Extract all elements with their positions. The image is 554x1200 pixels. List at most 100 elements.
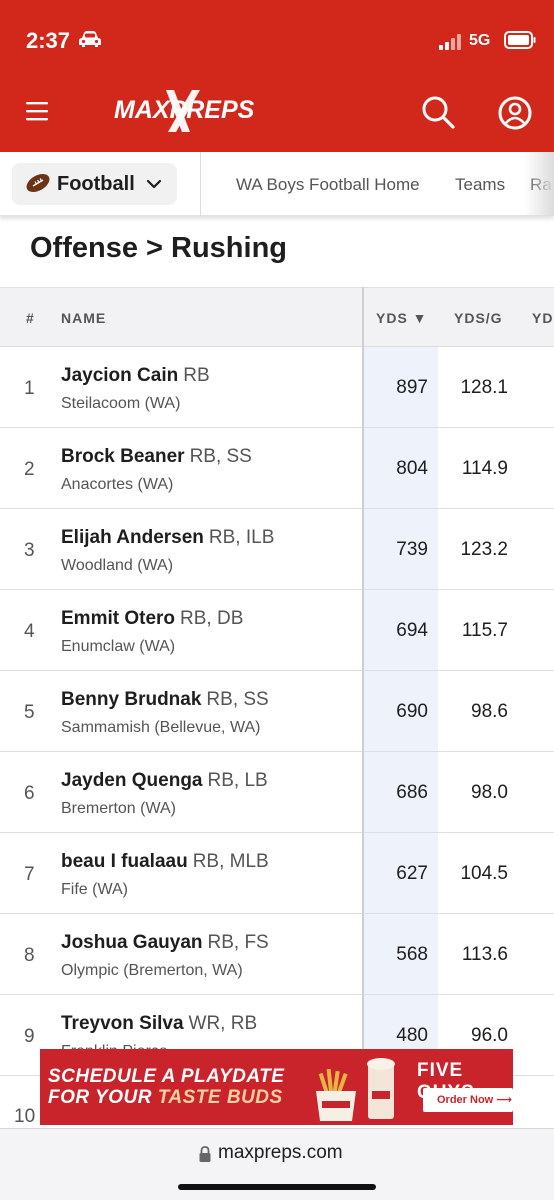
- sorted-column-highlight: [362, 347, 438, 1107]
- ad-order-button[interactable]: Order Now ⟶: [423, 1088, 513, 1112]
- yds-value: 690: [396, 701, 428, 722]
- battery-icon: [504, 31, 536, 49]
- nav-link-teams[interactable]: Teams: [455, 175, 506, 194]
- nav-scroll-fade: [524, 152, 554, 216]
- football-icon: [26, 173, 50, 193]
- school-name[interactable]: Olympic (Bremerton, WA): [61, 962, 243, 979]
- yds-value: 897: [396, 377, 428, 398]
- network-label: 5G: [469, 32, 491, 49]
- yds-value: 686: [396, 782, 428, 803]
- player-name[interactable]: Joshua Gauyan RB, FS: [61, 932, 269, 954]
- car-icon: [79, 31, 101, 47]
- player-name[interactable]: Brock Beaner RB, SS: [61, 446, 252, 468]
- school-name[interactable]: Fife (WA): [61, 881, 128, 898]
- rank-value: 9: [24, 1026, 35, 1047]
- status-time: 2:37: [26, 28, 71, 53]
- player-name[interactable]: beau I fualaau RB, MLB: [61, 851, 269, 873]
- col-yds-extra[interactable]: YD: [532, 310, 554, 326]
- rank-value: 1: [24, 378, 35, 399]
- school-name[interactable]: Enumclaw (WA): [61, 638, 176, 655]
- school-name[interactable]: Woodland (WA): [61, 557, 174, 574]
- table-row[interactable]: 8 Joshua Gauyan RB, FS Olympic (Bremerton, …: [0, 914, 554, 995]
- maxpreps-logo[interactable]: MAXPREPS: [114, 88, 259, 134]
- account-icon[interactable]: [497, 95, 533, 131]
- player-name[interactable]: Elijah Andersen RB, ILB: [61, 527, 274, 549]
- school-name[interactable]: Anacortes (WA): [61, 476, 174, 493]
- yds-per-game-value: 128.1: [460, 377, 508, 398]
- logo-text: MAXPREPS: [114, 96, 255, 124]
- rank-value: 6: [24, 783, 35, 804]
- sport-selector[interactable]: Football: [12, 163, 177, 205]
- table-row[interactable]: 2 Brock Beaner RB, SS Anacortes (WA) 804 114.…: [0, 428, 554, 509]
- rank-value: 3: [24, 540, 35, 561]
- chevron-down-icon: [146, 179, 162, 189]
- ad-subline-a: FOR YOUR: [48, 1087, 158, 1108]
- rank-value: 5: [24, 702, 35, 723]
- yds-value: 480: [396, 1025, 428, 1046]
- browser-bottom-bar: maxpreps.com: [0, 1128, 554, 1200]
- player-name-text: Brock Beaner: [61, 446, 185, 467]
- yds-per-game-value: 123.2: [460, 539, 508, 560]
- school-name[interactable]: Bremerton (WA): [61, 800, 176, 817]
- table-row[interactable]: 7 beau I fualaau RB, MLB Fife (WA) 627 104.5: [0, 833, 554, 914]
- player-name-text: Benny Brudnak: [61, 689, 202, 710]
- yds-per-game-value: 104.5: [460, 863, 508, 884]
- yds-per-game-value: 98.0: [471, 782, 508, 803]
- player-position: RB, FS: [207, 932, 269, 953]
- player-name[interactable]: Emmit Otero RB, DB: [61, 608, 243, 630]
- school-name[interactable]: Steilacoom (WA): [61, 395, 181, 412]
- player-name-text: Joshua Gauyan: [61, 932, 203, 953]
- ad-headline: SCHEDULE A PLAYDATE: [48, 1066, 285, 1087]
- home-indicator: [178, 1184, 376, 1190]
- school-name[interactable]: Sammamish (Bellevue, WA): [61, 719, 261, 736]
- address-bar-url[interactable]: maxpreps.com: [218, 1142, 343, 1163]
- yds-per-game-value: 96.0: [471, 1025, 508, 1046]
- table-row[interactable]: 5 Benny Brudnak RB, SS Sammamish (Bellevue,…: [0, 671, 554, 752]
- player-name-text: Emmit Otero: [61, 608, 176, 629]
- table-header: # NAME YDS ▼ YDS/G YD: [0, 287, 554, 347]
- rank-value: 7: [24, 864, 35, 885]
- player-position: WR, RB: [188, 1013, 258, 1034]
- lock-icon: [199, 1146, 211, 1162]
- yds-per-game-value: 115.7: [461, 620, 508, 641]
- player-name[interactable]: Jaycion Cain RB: [61, 365, 210, 387]
- player-position: RB, LB: [207, 770, 268, 791]
- rank-value: 4: [24, 621, 35, 642]
- ad-subline-b: TASTE BUDS: [157, 1087, 283, 1108]
- sport-nav: Football WA Boys Football Home Teams Ra: [0, 152, 554, 216]
- yds-value: 568: [396, 944, 428, 965]
- player-position: RB, DB: [180, 608, 244, 629]
- rank-value: 2: [24, 459, 35, 480]
- player-name-text: Elijah Andersen: [61, 527, 204, 548]
- yds-value: 627: [396, 863, 428, 884]
- table-row[interactable]: 1 Jaycion Cain RB Steilacoom (WA) 897 128.1: [0, 347, 554, 428]
- yds-per-game-value: 113.6: [461, 944, 508, 965]
- search-icon[interactable]: [420, 94, 456, 130]
- player-position: RB, MLB: [192, 851, 269, 872]
- player-name[interactable]: Benny Brudnak RB, SS: [61, 689, 269, 711]
- ad-subline: FOR YOUR TASTE BUDS: [48, 1087, 283, 1109]
- peek-rank: 10: [14, 1106, 36, 1127]
- nav-link-home[interactable]: WA Boys Football Home: [236, 175, 420, 194]
- player-name[interactable]: Treyvon Silva WR, RB: [61, 1013, 257, 1035]
- player-name-text: Jayden Quenga: [61, 770, 203, 791]
- ad-banner[interactable]: SCHEDULE A PLAYDATE FOR YOUR TASTE BUDS …: [40, 1049, 513, 1125]
- yds-value: 694: [396, 620, 428, 641]
- sport-label: Football: [57, 173, 135, 195]
- col-yds-per-game[interactable]: YDS/G: [454, 310, 503, 326]
- frozen-column-divider: [362, 287, 364, 1107]
- yds-value: 739: [396, 539, 428, 560]
- fries-cup-icon: [316, 1058, 395, 1121]
- col-yds-sorted[interactable]: YDS ▼: [376, 310, 428, 326]
- player-position: RB, SS: [189, 446, 252, 467]
- table-row[interactable]: 4 Emmit Otero RB, DB Enumclaw (WA) 694 115.7: [0, 590, 554, 671]
- table-row[interactable]: 3 Elijah Andersen RB, ILB Woodland (WA) 739 1…: [0, 509, 554, 590]
- menu-icon[interactable]: [26, 100, 50, 122]
- signal-icon: [439, 34, 461, 50]
- table-row[interactable]: 6 Jayden Quenga RB, LB Bremerton (WA) 686 98.…: [0, 752, 554, 833]
- col-name[interactable]: NAME: [61, 310, 107, 326]
- col-rank[interactable]: #: [26, 310, 35, 326]
- player-position: RB, ILB: [208, 527, 275, 548]
- player-name[interactable]: Jayden Quenga RB, LB: [61, 770, 268, 792]
- yds-per-game-value: 114.9: [461, 458, 508, 479]
